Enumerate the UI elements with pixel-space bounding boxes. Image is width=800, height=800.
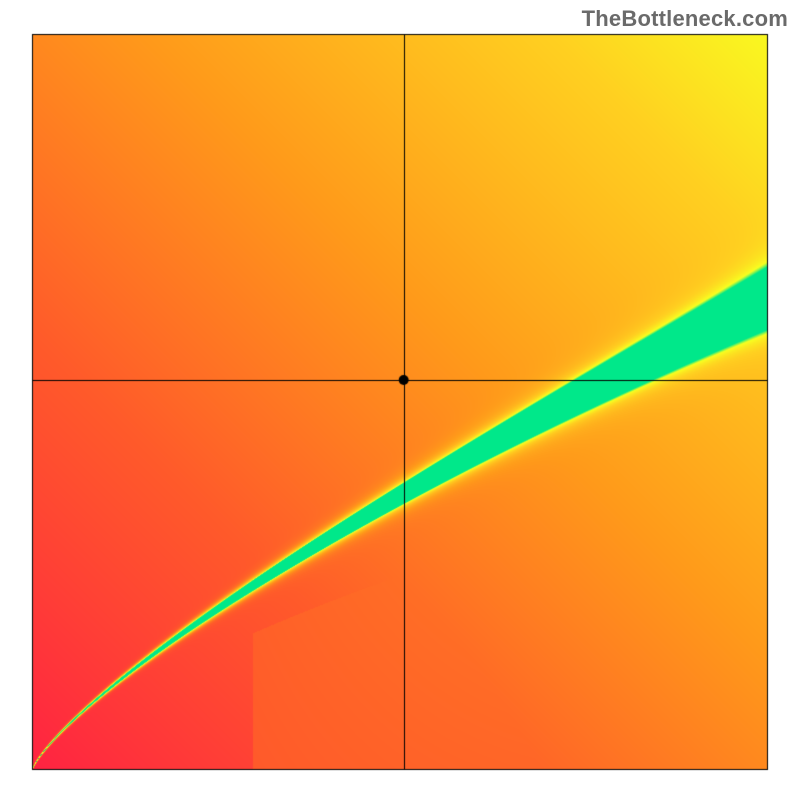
watermark-text: TheBottleneck.com <box>582 6 788 32</box>
chart-container: TheBottleneck.com <box>0 0 800 800</box>
bottleneck-heatmap <box>0 0 800 800</box>
